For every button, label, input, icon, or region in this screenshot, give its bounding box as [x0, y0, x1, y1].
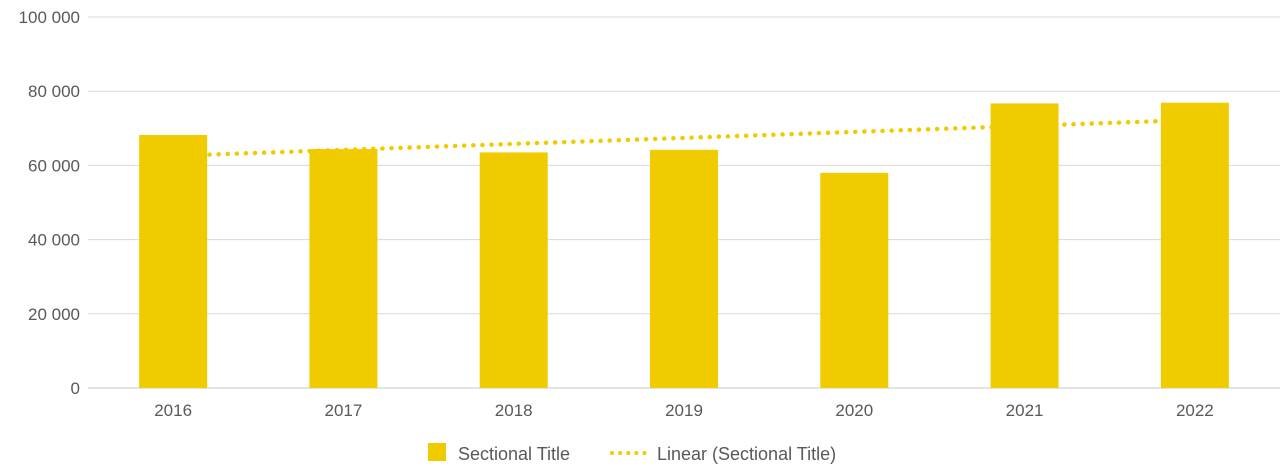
y-tick-label: 80 000 — [28, 82, 80, 101]
bar-2018 — [479, 152, 548, 388]
legend-swatch-sectional-title — [428, 443, 446, 461]
x-tick-label: 2016 — [154, 401, 192, 420]
bar-2016 — [139, 134, 208, 388]
y-tick-label: 60 000 — [28, 156, 80, 175]
legend: Sectional Title Linear (Sectional Title) — [428, 443, 836, 464]
bar-2020 — [820, 172, 889, 388]
legend-label-sectional-title: Sectional Title — [458, 444, 570, 464]
axes: 0 20 000 40 000 60 000 80 000 100 000 2016 2017… — [19, 8, 1214, 420]
x-tick-label: 2021 — [1006, 401, 1044, 420]
y-tick-label: 20 000 — [28, 305, 80, 324]
bar-2022 — [1160, 102, 1229, 389]
y-tick-label: 0 — [71, 379, 80, 398]
bar-2019 — [650, 149, 718, 388]
y-tick-label: 40 000 — [28, 231, 80, 250]
y-tick-label: 100 000 — [19, 8, 80, 27]
bars — [139, 102, 1229, 389]
trendline-linear — [170, 117, 1198, 159]
trendline — [170, 117, 1198, 159]
bar-2021 — [990, 103, 1059, 389]
x-tick-label: 2019 — [665, 401, 703, 420]
x-tick-label: 2017 — [325, 401, 363, 420]
bar-2017 — [309, 149, 378, 388]
x-tick-label: 2018 — [495, 401, 533, 420]
x-tick-label: 2020 — [835, 401, 873, 420]
legend-label-linear-trend: Linear (Sectional Title) — [657, 444, 836, 464]
x-tick-label: 2022 — [1176, 401, 1214, 420]
